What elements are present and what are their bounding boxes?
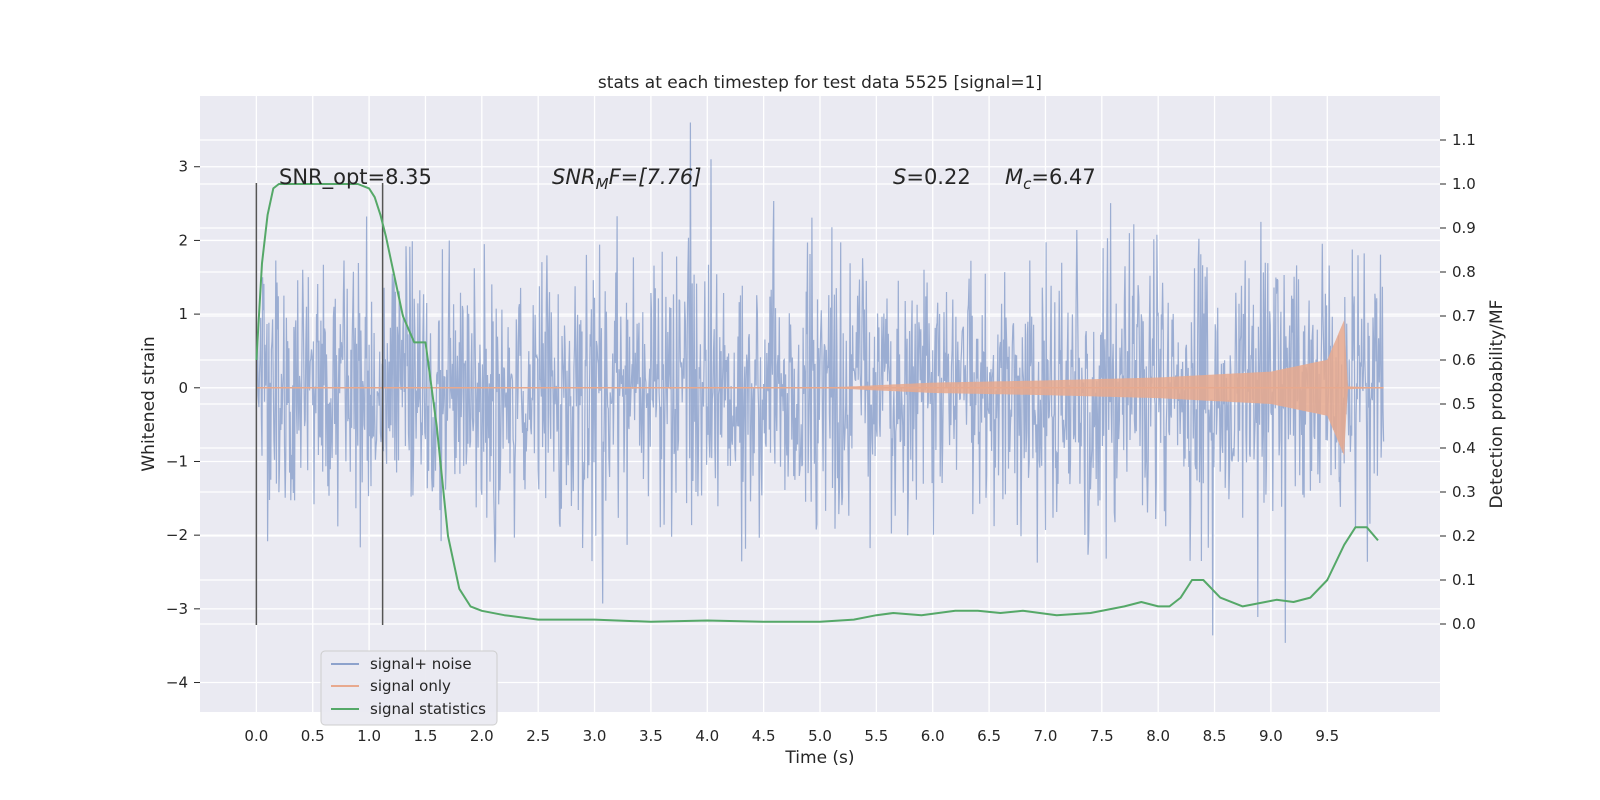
y-tick-label-right-9: 0.2 <box>1452 527 1476 545</box>
x-tick-label-6: 3.0 <box>583 727 607 745</box>
series-signal-only <box>256 320 1384 456</box>
annotation-snr-opt: SNR_opt=8.35 <box>279 165 432 190</box>
x-tick-label-13: 6.5 <box>977 727 1001 745</box>
y-tick-label-left-2: 1 <box>178 305 188 323</box>
y-tick-label-left-7: −4 <box>166 674 188 692</box>
legend-box <box>320 650 498 726</box>
y-axis-label-right: Detection probability/MF <box>1487 300 1507 509</box>
x-tick-label-10: 5.0 <box>808 727 832 745</box>
y-tick-label-left-1: 2 <box>178 231 188 249</box>
x-tick-label-9: 4.5 <box>752 727 776 745</box>
legend: signal+ noise signal only signal statist… <box>320 650 498 726</box>
x-tick-label-8: 4.0 <box>695 727 719 745</box>
y-tick-label-right-5: 0.6 <box>1452 351 1476 369</box>
vertical-markers <box>255 182 384 626</box>
x-tick-label-5: 2.5 <box>526 727 550 745</box>
series-signal-statistics <box>255 183 1379 623</box>
x-tick-label-11: 5.5 <box>864 727 888 745</box>
annotation-snr-mf: SNRMF=[7.76] <box>552 165 701 193</box>
y-tick-label-right-0: 1.1 <box>1452 131 1476 149</box>
y-tick-label-right-4: 0.7 <box>1452 307 1476 325</box>
x-tick-label-1: 0.5 <box>301 727 325 745</box>
noise-line <box>255 122 1385 643</box>
x-tick-label-0: 0.0 <box>244 727 268 745</box>
y-tick-label-left-6: −3 <box>166 600 188 618</box>
y-axis-label-left: Whitened strain <box>139 336 159 471</box>
x-ticks: 0.0 0.5 1.0 1.5 2.0 2.5 3.0 3.5 4.0 4.5 5.0 5.5 6.0 6… <box>244 727 1339 745</box>
x-tick-label-15: 7.5 <box>1090 727 1114 745</box>
x-tick-label-16: 8.0 <box>1146 727 1170 745</box>
y-ticks-right: 1.1 1.0 0.9 0.8 0.7 0.6 0.5 0.4 0.3 0.2 0.1 0.0 <box>1440 131 1476 633</box>
y-tick-label-left-0: 3 <box>178 158 188 176</box>
x-tick-label-19: 9.5 <box>1315 727 1339 745</box>
x-axis-label: Time (s) <box>784 748 854 768</box>
y-tick-label-left-5: −2 <box>166 526 188 544</box>
x-tick-label-14: 7.0 <box>1034 727 1058 745</box>
legend-label-signal: signal only <box>370 677 451 695</box>
annotation-mc: Mc=6.47 <box>1005 165 1096 193</box>
x-tick-label-7: 3.5 <box>639 727 663 745</box>
y-ticks-left: 3 2 1 0 −1 −2 −3 −4 <box>166 158 200 692</box>
x-tick-label-3: 1.5 <box>414 727 438 745</box>
x-tick-label-4: 2.0 <box>470 727 494 745</box>
y-tick-label-right-11: 0.0 <box>1452 615 1476 633</box>
y-tick-label-right-6: 0.5 <box>1452 395 1476 413</box>
y-tick-label-right-2: 0.9 <box>1452 219 1476 237</box>
chart-title: stats at each timestep for test data 552… <box>598 73 1042 93</box>
y-tick-label-right-1: 1.0 <box>1452 175 1476 193</box>
x-tick-label-12: 6.0 <box>921 727 945 745</box>
y-tick-label-left-3: 0 <box>178 379 188 397</box>
x-tick-label-17: 8.5 <box>1203 727 1227 745</box>
y-tick-label-right-8: 0.3 <box>1452 483 1476 501</box>
y-tick-label-right-3: 0.8 <box>1452 263 1476 281</box>
legend-label-noise: signal+ noise <box>370 655 472 673</box>
annotation-s: S=0.22 <box>893 165 971 189</box>
legend-label-stats: signal statistics <box>370 700 486 718</box>
y-tick-label-left-4: −1 <box>166 452 188 470</box>
y-tick-label-right-10: 0.1 <box>1452 571 1476 589</box>
y-tick-label-right-7: 0.4 <box>1452 439 1476 457</box>
x-tick-label-18: 9.0 <box>1259 727 1283 745</box>
x-tick-label-2: 1.0 <box>357 727 381 745</box>
statistics-line <box>255 183 1379 623</box>
series-signal-noise <box>255 122 1385 643</box>
